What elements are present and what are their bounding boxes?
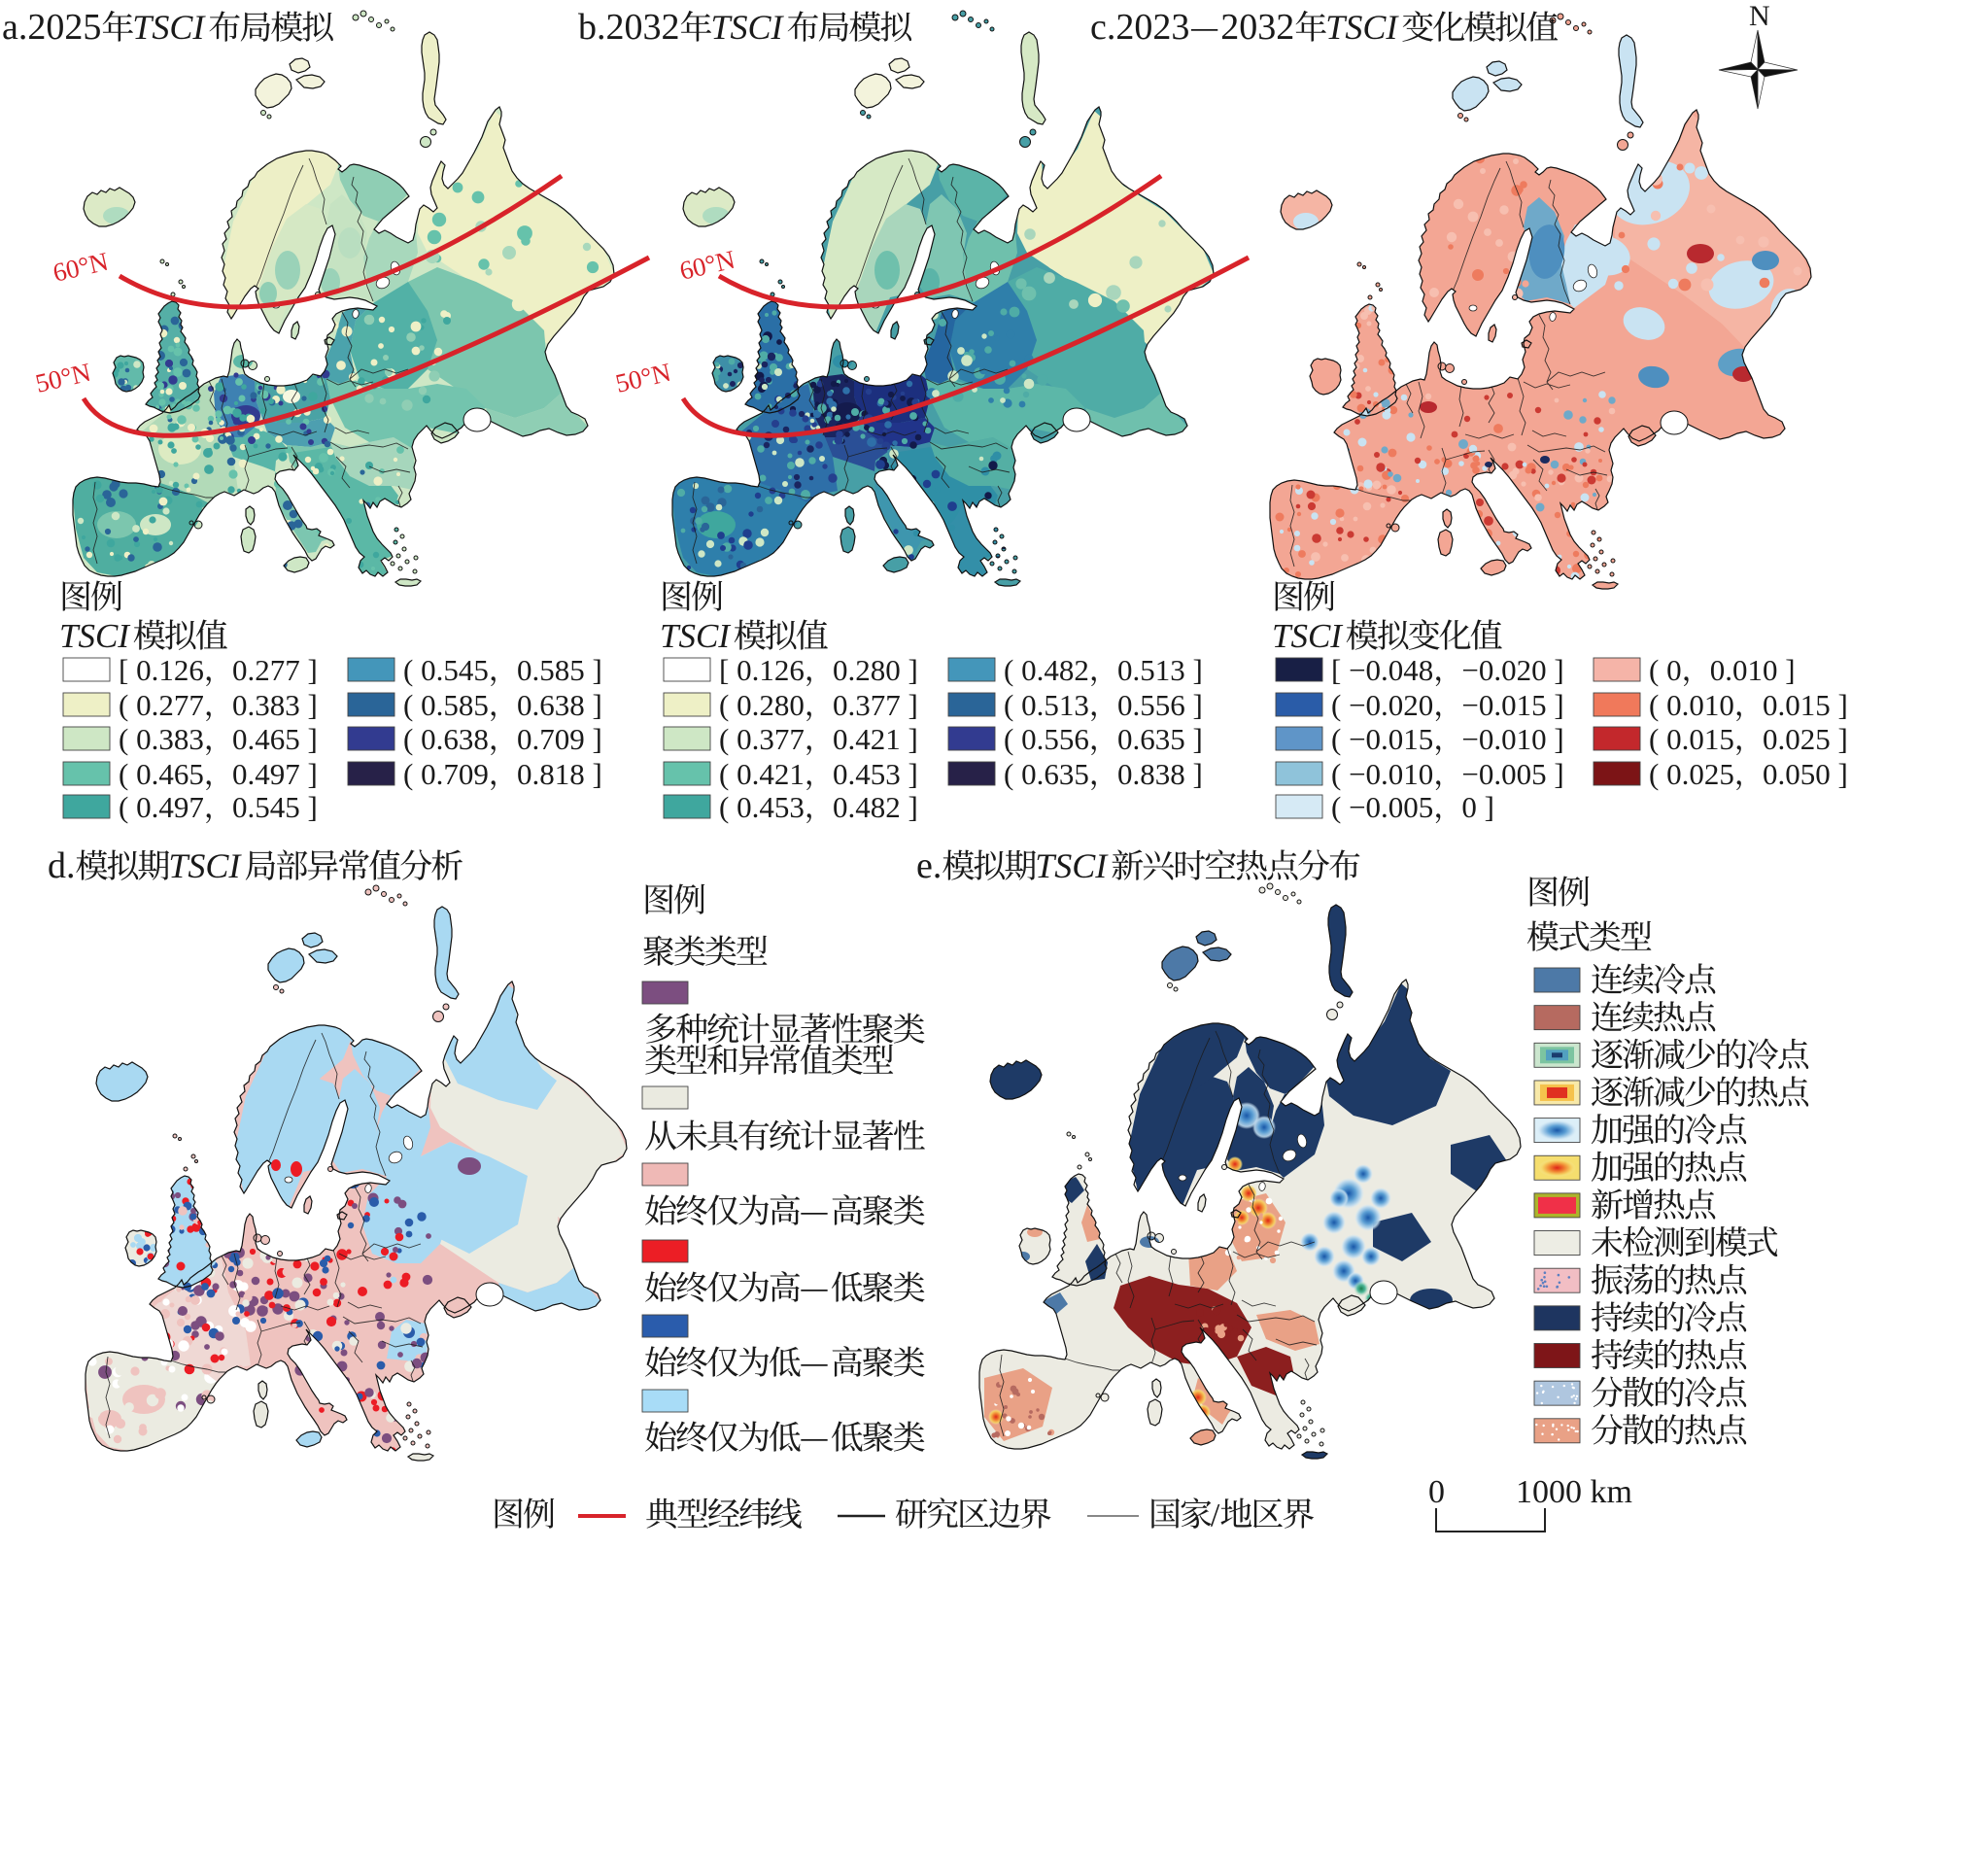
svg-text:0.050 ]: 0.050 ]: [1763, 757, 1848, 791]
svg-text:( 0.638: ( 0.638: [403, 722, 489, 756]
svg-text:0.709 ]: 0.709 ]: [517, 722, 602, 756]
svg-text:b.2032: b.2032: [578, 7, 680, 48]
svg-text:0: 0: [1428, 1474, 1445, 1510]
svg-text:a.2025: a.2025: [2, 7, 101, 48]
svg-text:0.010 ]: 0.010 ]: [1710, 653, 1796, 687]
svg-text:( 0.585: ( 0.585: [403, 688, 489, 722]
svg-text:0.818 ]: 0.818 ]: [517, 757, 602, 791]
svg-text:( 0.709: ( 0.709: [403, 757, 489, 791]
svg-text:−0.020 ]: −0.020 ]: [1461, 653, 1563, 687]
svg-text:( −0.015: ( −0.015: [1331, 722, 1433, 756]
svg-text:0.585 ]: 0.585 ]: [517, 653, 602, 687]
svg-text:−0.015 ]: −0.015 ]: [1461, 688, 1563, 722]
svg-text:/: /: [1211, 1498, 1220, 1533]
svg-text:( 0.482: ( 0.482: [1004, 653, 1089, 687]
svg-text:0.280 ]: 0.280 ]: [833, 653, 918, 687]
svg-text:( 0.277: ( 0.277: [119, 688, 204, 722]
svg-text:c.2023: c.2023: [1090, 7, 1189, 48]
svg-text:0.025 ]: 0.025 ]: [1763, 722, 1848, 756]
svg-text:0.277 ]: 0.277 ]: [232, 653, 318, 687]
svg-text:2032: 2032: [1220, 7, 1294, 48]
svg-text:TSCI: TSCI: [1035, 846, 1109, 885]
svg-text:( 0.383: ( 0.383: [119, 722, 204, 756]
svg-text:0.465 ]: 0.465 ]: [232, 722, 318, 756]
svg-text:−0.005 ]: −0.005 ]: [1461, 757, 1563, 791]
svg-text:0.453 ]: 0.453 ]: [833, 757, 918, 791]
svg-text:0.638 ]: 0.638 ]: [517, 688, 602, 722]
svg-text:−0.010 ]: −0.010 ]: [1461, 722, 1563, 756]
svg-text:[ −0.048: [ −0.048: [1331, 653, 1433, 687]
svg-text:0 ]: 0 ]: [1461, 790, 1494, 824]
svg-text:( 0.556: ( 0.556: [1004, 722, 1089, 756]
svg-text:0.377 ]: 0.377 ]: [833, 688, 918, 722]
svg-text:( −0.005: ( −0.005: [1331, 790, 1433, 824]
svg-text:0.482 ]: 0.482 ]: [833, 790, 918, 824]
svg-text:( 0.025: ( 0.025: [1649, 757, 1734, 791]
svg-text:1000 km: 1000 km: [1516, 1474, 1632, 1510]
svg-text:0.556 ]: 0.556 ]: [1117, 688, 1203, 722]
svg-text:N: N: [1749, 0, 1770, 32]
svg-text:0.383 ]: 0.383 ]: [232, 688, 318, 722]
svg-text:TSCI: TSCI: [59, 617, 131, 655]
svg-text:0.545 ]: 0.545 ]: [232, 790, 318, 824]
svg-text:TSCI: TSCI: [132, 8, 206, 47]
svg-text:0.838 ]: 0.838 ]: [1117, 757, 1203, 791]
svg-text:TSCI: TSCI: [1325, 8, 1399, 47]
svg-text:TSCI: TSCI: [660, 617, 732, 655]
svg-text:d.: d.: [48, 845, 76, 886]
svg-text:( −0.020: ( −0.020: [1331, 688, 1433, 722]
svg-text:( 0.545: ( 0.545: [403, 653, 489, 687]
svg-text:0.635 ]: 0.635 ]: [1117, 722, 1203, 756]
svg-text:( 0.497: ( 0.497: [119, 790, 204, 824]
svg-text:TSCI: TSCI: [711, 8, 785, 47]
svg-text:( 0.513: ( 0.513: [1004, 688, 1089, 722]
svg-text:( 0.421: ( 0.421: [719, 757, 805, 791]
svg-text:TSCI: TSCI: [168, 846, 242, 885]
svg-text:( 0.453: ( 0.453: [719, 790, 805, 824]
svg-text:( −0.010: ( −0.010: [1331, 757, 1433, 791]
svg-text:( 0.010: ( 0.010: [1649, 688, 1734, 722]
svg-text:( 0.015: ( 0.015: [1649, 722, 1734, 756]
svg-text:( 0.635: ( 0.635: [1004, 757, 1089, 791]
svg-text:TSCI: TSCI: [1272, 617, 1344, 655]
svg-text:( 0.465: ( 0.465: [119, 757, 204, 791]
svg-text:[ 0.126: [ 0.126: [119, 653, 204, 687]
svg-text:( 0.280: ( 0.280: [719, 688, 805, 722]
svg-text:( 0.377: ( 0.377: [719, 722, 805, 756]
svg-text:0.513 ]: 0.513 ]: [1117, 653, 1203, 687]
svg-text:[ 0.126: [ 0.126: [719, 653, 805, 687]
svg-text:0.421 ]: 0.421 ]: [833, 722, 918, 756]
svg-text:( 0: ( 0: [1649, 653, 1682, 687]
svg-text:0.015 ]: 0.015 ]: [1763, 688, 1848, 722]
svg-text:e.: e.: [916, 845, 942, 886]
svg-text:0.497 ]: 0.497 ]: [232, 757, 318, 791]
